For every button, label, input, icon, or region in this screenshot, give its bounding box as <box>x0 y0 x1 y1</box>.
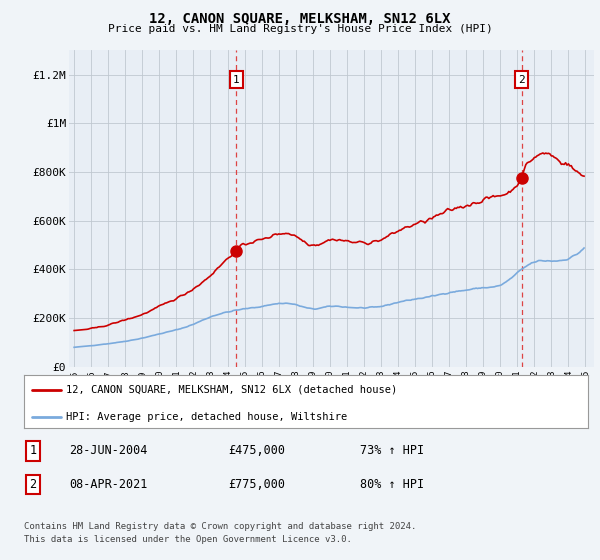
Text: This data is licensed under the Open Government Licence v3.0.: This data is licensed under the Open Gov… <box>24 535 352 544</box>
Text: HPI: Average price, detached house, Wiltshire: HPI: Average price, detached house, Wilt… <box>66 412 347 422</box>
Text: Contains HM Land Registry data © Crown copyright and database right 2024.: Contains HM Land Registry data © Crown c… <box>24 522 416 531</box>
Text: £775,000: £775,000 <box>228 478 285 491</box>
Text: £475,000: £475,000 <box>228 444 285 458</box>
Text: 12, CANON SQUARE, MELKSHAM, SN12 6LX: 12, CANON SQUARE, MELKSHAM, SN12 6LX <box>149 12 451 26</box>
Text: 1: 1 <box>233 74 239 85</box>
Text: 73% ↑ HPI: 73% ↑ HPI <box>360 444 424 458</box>
Text: Price paid vs. HM Land Registry's House Price Index (HPI): Price paid vs. HM Land Registry's House … <box>107 24 493 34</box>
Text: 2: 2 <box>518 74 525 85</box>
Text: 28-JUN-2004: 28-JUN-2004 <box>69 444 148 458</box>
Text: 2: 2 <box>29 478 37 491</box>
Text: 80% ↑ HPI: 80% ↑ HPI <box>360 478 424 491</box>
Text: 08-APR-2021: 08-APR-2021 <box>69 478 148 491</box>
Text: 1: 1 <box>29 444 37 458</box>
Text: 12, CANON SQUARE, MELKSHAM, SN12 6LX (detached house): 12, CANON SQUARE, MELKSHAM, SN12 6LX (de… <box>66 385 398 395</box>
